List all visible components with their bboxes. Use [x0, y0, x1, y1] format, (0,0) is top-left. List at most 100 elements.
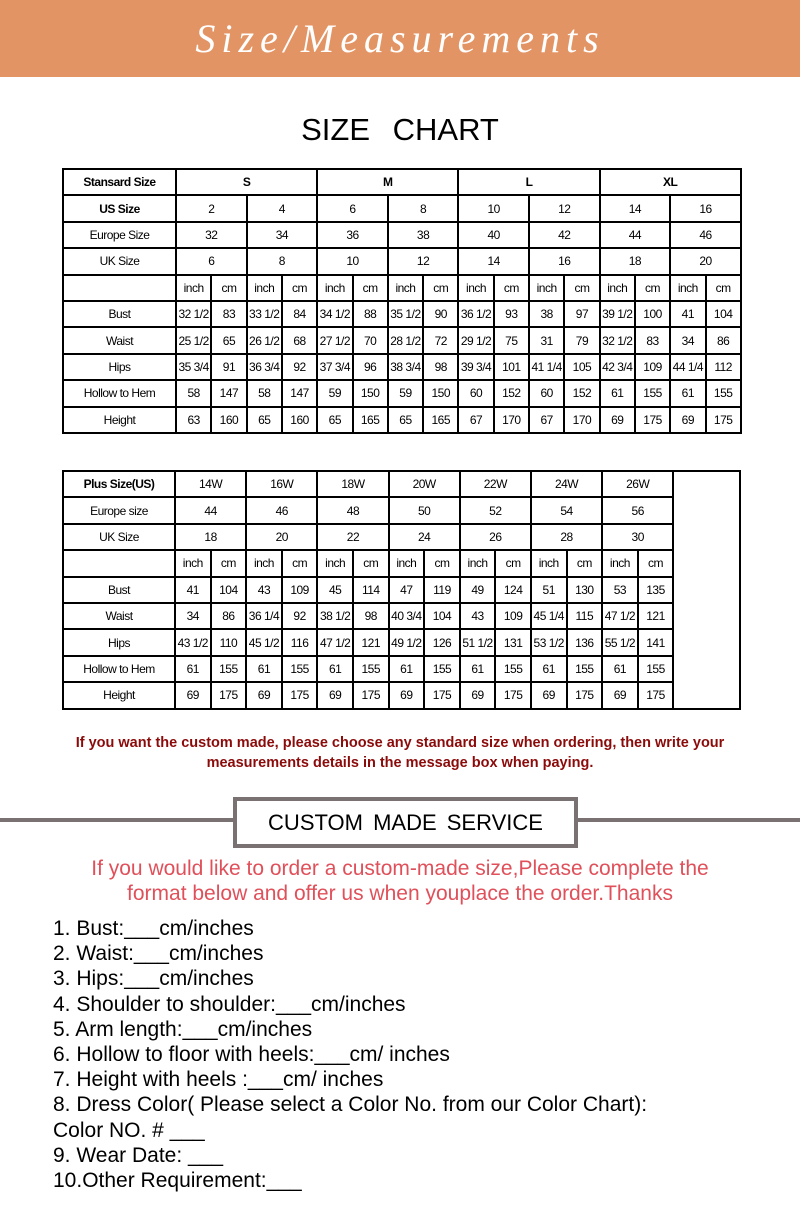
table-cell: 100 [633, 299, 672, 329]
unit-cell: inch [386, 273, 425, 302]
intro-line-1: If you would like to order a custom-made… [91, 857, 709, 880]
table-cell: 114 [351, 575, 390, 604]
table-cell: 72 [422, 326, 460, 355]
plus-size-table: Plus Size(US) 14W 16W 18W 20W 22W 24W 26W Europe… [62, 469, 742, 710]
table-cell: 175 [423, 681, 461, 710]
table-cell: 51 [529, 575, 568, 604]
table-cell: 96 [351, 352, 389, 382]
table-cell: 69 [174, 681, 212, 710]
table-cell: 37 3/4 [316, 352, 354, 382]
table-cell: 56 [601, 496, 675, 525]
table-cell: 69 [669, 405, 707, 434]
table-cell: 155 [209, 654, 248, 684]
custom-order-note: If you want the custom made, please choo… [0, 733, 800, 773]
list-item: Color NO. # ___ [53, 1118, 205, 1142]
table-cell: 34 [174, 601, 212, 631]
table-cell: 33 1/2 [245, 299, 283, 329]
table-cell: 25 1/2 [174, 326, 213, 355]
table-cell: 38 1/2 [316, 601, 354, 631]
table-cell: 20 [669, 247, 742, 276]
list-item: 1. Bust:___cm/inches [53, 917, 254, 940]
table-cell: 34 1/2 [316, 299, 354, 329]
table-cell: 34 [669, 326, 707, 355]
table-cell: 105 [563, 352, 601, 382]
table-cell: 60 [457, 379, 495, 408]
table-cell: 84 [280, 299, 319, 329]
banner: Size/Measurements [0, 0, 800, 77]
row-label: Hollow to Hem [62, 654, 176, 684]
table-cell: 155 [423, 654, 461, 684]
table-cell: 69 [245, 681, 283, 710]
table-cell: 121 [636, 601, 675, 631]
row-label: Hollow to Hem [62, 379, 177, 408]
table-row: Hips 35 3/4 91 36 3/4 92 37 3/4 96 38 3/4 98 39 3… [62, 352, 742, 382]
table-cell: 124 [494, 575, 532, 604]
row-label: Bust [62, 575, 176, 604]
unit-cell: cm [494, 549, 532, 578]
table-cell: 61 [669, 379, 707, 408]
table-cell: 4 [245, 194, 319, 223]
table-cell: 160 [210, 405, 248, 434]
table-cell: 27 1/2 [316, 326, 354, 355]
custom-heading-text: CUSTOM MADE SERVICE [268, 809, 543, 835]
list-item: 6. Hollow to floor with heels:___cm/ inc… [53, 1043, 450, 1067]
table-row: US Size 2 4 6 8 10 12 14 16 [62, 194, 742, 223]
note-line-2: measurements details in the message box … [206, 755, 594, 771]
table-cell: 155 [633, 379, 672, 408]
plus-size: 24W [529, 469, 604, 499]
unit-cell: cm [492, 273, 530, 302]
plus-size: 14W [173, 469, 248, 499]
custom-intro: If you would like to order a custom-made… [0, 856, 800, 906]
table-cell: 40 3/4 [387, 601, 426, 631]
table-cell: 91 [210, 352, 248, 382]
unit-cell: inch [316, 549, 354, 578]
table-cell: 104 [209, 575, 248, 604]
plus-size: 20W [387, 469, 461, 499]
list-item: 10.Other Requirement:___ [53, 1169, 302, 1193]
table-cell: 86 [209, 601, 248, 631]
table-cell: 24 [387, 522, 461, 552]
table-cell: 131 [494, 628, 532, 657]
table-cell: 175 [209, 681, 248, 710]
table-row: Waist 34 86 36 1/4 92 38 1/2 98 40 3/4 104 43 109 4… [62, 601, 740, 631]
size-group: M [316, 167, 460, 197]
table-cell: 61 [174, 654, 212, 684]
row-label: US Size [62, 194, 177, 223]
table-row: Height 63 160 65 160 65 165 65 165 67 170 67 170 69 17… [62, 405, 742, 434]
table-cell: 65 [386, 405, 425, 434]
table-cell: 43 [245, 575, 283, 604]
table-cell: 165 [351, 405, 389, 434]
table-cell: 92 [280, 352, 319, 382]
table-cell: 8 [386, 194, 460, 223]
table-cell: 28 1/2 [386, 326, 425, 355]
list-item: 3. Hips:___cm/inches [53, 967, 254, 991]
table-cell: 39 3/4 [457, 352, 495, 382]
table-row: UK Size 18 20 22 24 26 28 30 [62, 522, 740, 552]
table-cell: 45 1/2 [245, 628, 283, 657]
table-cell: 28 [529, 522, 604, 552]
unit-cell: cm [280, 549, 319, 578]
unit-cell: inch [387, 549, 426, 578]
table-cell: 152 [492, 379, 530, 408]
table-cell: 2 [175, 194, 248, 223]
table-cell: 61 [601, 654, 639, 684]
table-cell: 175 [565, 681, 604, 710]
table-cell: 51 1/2 [458, 628, 497, 657]
table-row: Bust 41 104 43 109 45 114 47 119 49 124 51 130 53 135 [62, 575, 740, 604]
standard-size-table: Stansard Size S M L XL US Size 2 4 6 8 10 12 14 16 Eur… [62, 167, 742, 434]
table-cell: 97 [563, 299, 601, 329]
table-cell: 48 [316, 496, 390, 525]
table-cell: 53 1/2 [529, 628, 568, 657]
measurement-list: 1. Bust:___cm/inches 2. Waist:___cm/inche… [53, 916, 647, 1193]
table-cell: 36 1/4 [245, 601, 283, 631]
header-row: Stansard Size S M L XL [62, 167, 742, 197]
table-cell: 135 [636, 575, 675, 604]
row-label: Waist [62, 326, 177, 355]
table-cell: 52 [458, 496, 532, 525]
table-cell: 70 [351, 326, 389, 355]
row-label: Height [62, 405, 177, 434]
table-cell: 59 [386, 379, 425, 408]
table-cell: 36 [316, 220, 389, 250]
table-cell: 41 1/4 [527, 352, 566, 382]
divider-left [0, 818, 236, 822]
